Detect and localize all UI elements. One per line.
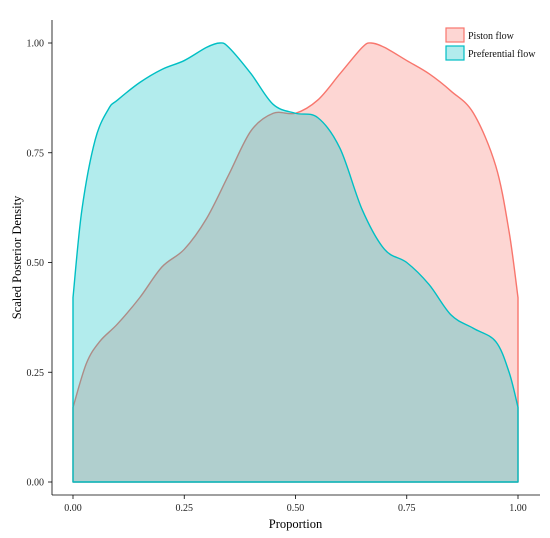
legend-label-0: Piston flow — [468, 31, 515, 42]
y-tick-label: 1.00 — [27, 39, 45, 50]
legend: Piston flow Preferential flow — [445, 27, 536, 61]
x-axis-ticks: 0.00 0.25 0.50 0.75 1.00 — [64, 495, 527, 514]
series-area-1 — [72, 42, 519, 483]
x-axis-title: Proportion — [269, 517, 323, 531]
y-tick-label: 0.75 — [27, 148, 45, 159]
series-layer — [72, 42, 519, 483]
y-tick-label: 0.25 — [27, 368, 45, 379]
legend-swatch-0 — [445, 27, 465, 43]
series-area-0 — [72, 42, 519, 483]
legend-swatch-1 — [445, 45, 465, 61]
y-tick-label: 0.50 — [27, 258, 45, 269]
y-axis-title: Scaled Posterior Density — [10, 195, 24, 319]
x-tick-label: 0.50 — [287, 503, 305, 514]
y-tick-label: 0.00 — [27, 478, 45, 489]
x-tick-label: 1.00 — [509, 503, 527, 514]
legend-label-1: Preferential flow — [468, 49, 536, 60]
x-tick-label: 0.25 — [176, 503, 194, 514]
x-tick-label: 0.75 — [398, 503, 416, 514]
y-axis-ticks: 0.00 0.25 0.50 0.75 1.00 — [27, 39, 52, 489]
x-tick-label: 0.00 — [64, 503, 82, 514]
